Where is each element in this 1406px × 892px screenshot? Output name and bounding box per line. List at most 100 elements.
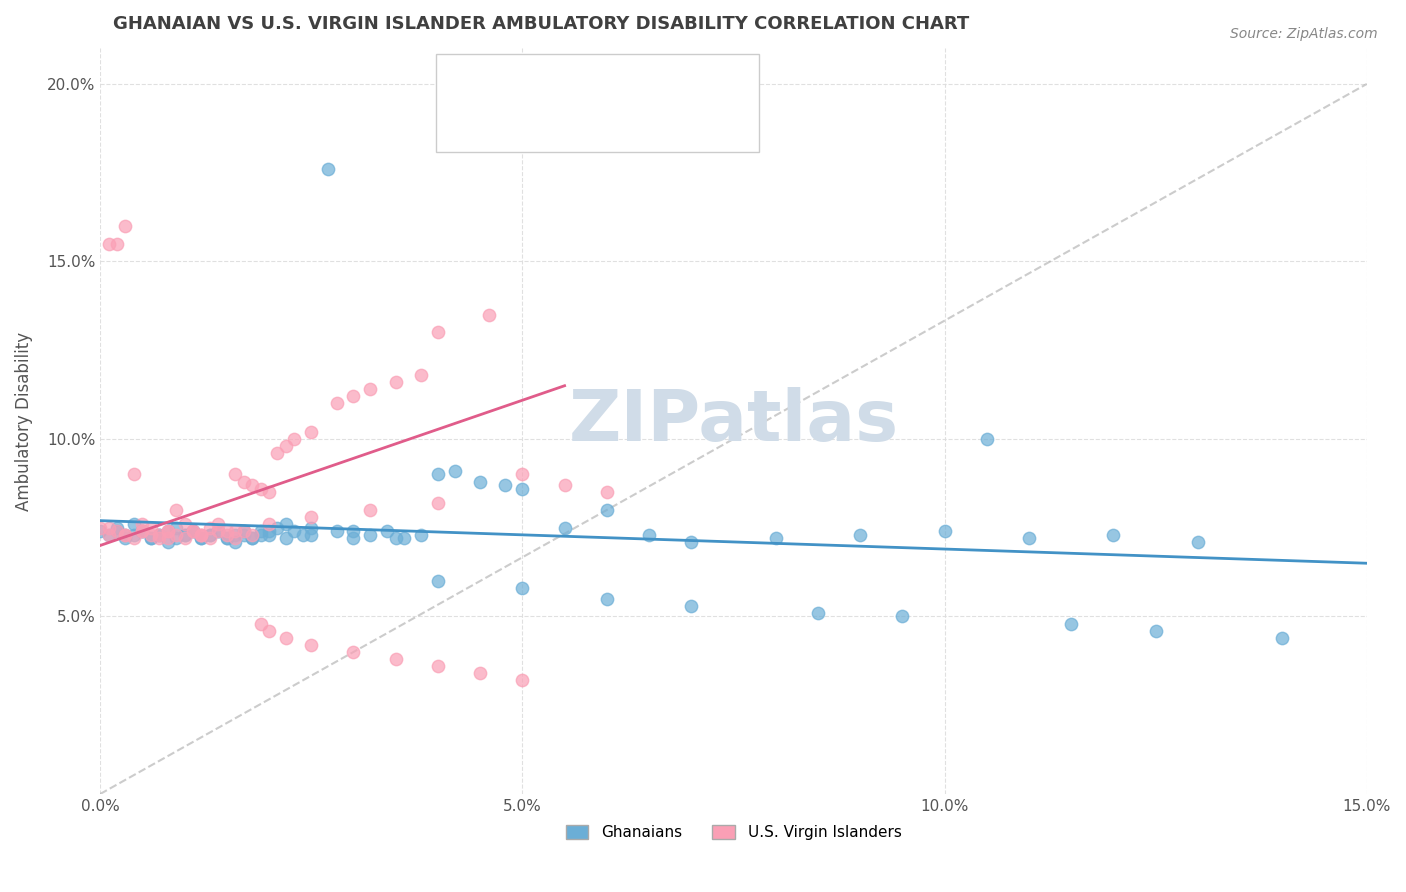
Point [215, 532, 238, 546]
Point [139, 528, 162, 542]
Point [122, 532, 145, 546]
Point [426, 574, 449, 588]
Point [891, 609, 914, 624]
Point [274, 631, 297, 645]
Point [807, 606, 830, 620]
Point [181, 524, 204, 539]
Point [224, 467, 246, 482]
Point [765, 532, 787, 546]
Point [114, 528, 136, 542]
Point [249, 524, 271, 539]
Point [554, 521, 576, 535]
Text: ZIPatlas: ZIPatlas [568, 387, 898, 456]
Point [359, 382, 381, 396]
Point [240, 528, 263, 542]
Point [156, 524, 179, 539]
Point [207, 524, 229, 539]
Point [257, 528, 280, 542]
Legend: Ghanaians, U.S. Virgin Islanders: Ghanaians, U.S. Virgin Islanders [560, 819, 907, 846]
Point [384, 532, 406, 546]
Text: R = -0.060   N = 83: R = -0.060 N = 83 [482, 73, 655, 87]
Point [89, 521, 111, 535]
Point [257, 517, 280, 532]
Point [131, 524, 153, 539]
Point [165, 521, 187, 535]
Point [232, 524, 254, 539]
Point [198, 528, 221, 542]
Point [257, 485, 280, 500]
Point [122, 467, 145, 482]
Point [215, 532, 238, 546]
Point [342, 645, 364, 659]
Point [173, 528, 195, 542]
Point [207, 524, 229, 539]
Point [934, 524, 956, 539]
Point [468, 475, 491, 489]
Text: R =  0.243   N = 73: R = 0.243 N = 73 [482, 103, 655, 117]
Point [299, 521, 322, 535]
Point [232, 524, 254, 539]
Point [165, 528, 187, 542]
Point [266, 521, 288, 535]
Point [105, 524, 128, 539]
Point [299, 510, 322, 524]
Point [325, 524, 347, 539]
Point [596, 503, 619, 517]
Text: GHANAIAN VS U.S. VIRGIN ISLANDER AMBULATORY DISABILITY CORRELATION CHART: GHANAIAN VS U.S. VIRGIN ISLANDER AMBULAT… [112, 15, 969, 33]
Point [105, 521, 128, 535]
Point [681, 535, 703, 549]
Point [173, 528, 195, 542]
Point [215, 524, 238, 539]
Point [198, 528, 221, 542]
Point [849, 528, 872, 542]
Point [274, 439, 297, 453]
Point [1187, 535, 1209, 549]
Text: Source: ZipAtlas.com: Source: ZipAtlas.com [1230, 27, 1378, 41]
Point [165, 532, 187, 546]
Point [554, 478, 576, 492]
Point [148, 532, 170, 546]
Point [215, 528, 238, 542]
Point [114, 219, 136, 233]
Point [114, 532, 136, 546]
Point [257, 624, 280, 638]
Point [342, 389, 364, 403]
Point [359, 528, 381, 542]
Point [409, 368, 432, 382]
Point [495, 478, 517, 492]
Point [299, 638, 322, 652]
Point [426, 467, 449, 482]
Point [122, 517, 145, 532]
Point [266, 446, 288, 460]
Point [274, 532, 297, 546]
Point [97, 236, 120, 251]
Point [512, 673, 534, 688]
Point [114, 528, 136, 542]
Point [207, 524, 229, 539]
Point [409, 528, 432, 542]
Point [173, 517, 195, 532]
Point [274, 517, 297, 532]
Point [291, 528, 314, 542]
Point [512, 467, 534, 482]
Point [198, 532, 221, 546]
Point [249, 528, 271, 542]
Point [190, 528, 212, 542]
Y-axis label: Ambulatory Disability: Ambulatory Disability [15, 332, 32, 511]
Point [257, 524, 280, 539]
Point [224, 524, 246, 539]
Point [190, 528, 212, 542]
Point [190, 532, 212, 546]
Point [316, 162, 339, 177]
Point [97, 528, 120, 542]
Point [1102, 528, 1125, 542]
Point [139, 521, 162, 535]
Point [232, 528, 254, 542]
Point [181, 524, 204, 539]
Point [426, 659, 449, 673]
Point [122, 528, 145, 542]
Point [392, 532, 415, 546]
Point [181, 524, 204, 539]
Point [181, 524, 204, 539]
Point [468, 666, 491, 681]
